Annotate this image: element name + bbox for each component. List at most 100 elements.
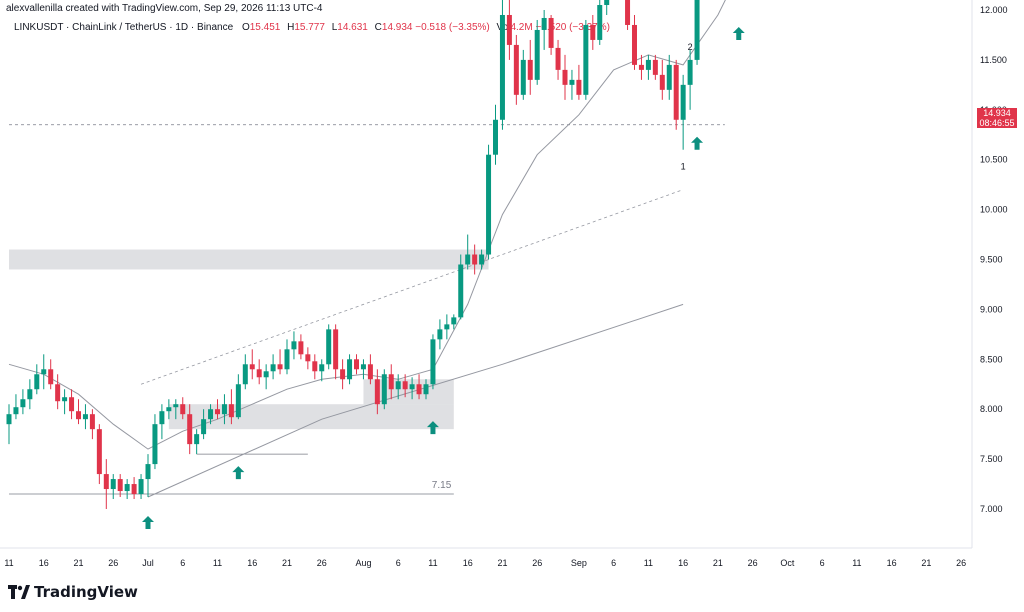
x-tick-label: 26	[317, 558, 327, 568]
candle-body	[395, 381, 401, 390]
candle-body	[360, 364, 366, 370]
candle-body	[569, 79, 575, 85]
candle-body	[34, 374, 40, 390]
candle-body	[284, 349, 290, 370]
x-tick-label: Jul	[142, 558, 154, 568]
x-tick-label: 16	[463, 558, 473, 568]
x-tick-label: 16	[678, 558, 688, 568]
y-tick-label: 12.000	[980, 5, 1008, 15]
x-tick-label: Oct	[780, 558, 795, 568]
x-tick-label: 6	[820, 558, 825, 568]
candle-body	[541, 17, 547, 30]
tradingview-logo-icon	[8, 585, 30, 599]
candle-body	[62, 397, 68, 402]
open-label: O	[241, 22, 250, 33]
candle-body	[632, 24, 637, 65]
candle-body	[381, 374, 387, 405]
candle-body	[270, 364, 276, 372]
candle-body	[333, 329, 339, 370]
x-tick-label: 21	[282, 558, 292, 568]
candle-body	[479, 254, 485, 265]
candle-body	[6, 414, 12, 425]
y-tick-label: 8.000	[980, 404, 1003, 414]
x-tick-label: 26	[532, 558, 542, 568]
candle-body	[590, 24, 596, 40]
low-value: 14.631	[337, 22, 368, 33]
x-tick-label: 21	[713, 558, 723, 568]
x-tick-label: Sep	[571, 558, 587, 568]
candle-body	[82, 414, 88, 420]
support-zone	[9, 249, 489, 270]
candle-body	[583, 24, 589, 95]
volume-value: 4.2M −0.520 (−3.37%)	[510, 22, 610, 33]
candle-body	[152, 424, 158, 465]
y-tick-label: 7.000	[980, 504, 1003, 514]
candle-body	[249, 364, 255, 370]
up-arrow-icon	[142, 515, 154, 529]
x-tick-label: Aug	[355, 558, 371, 568]
candle-body	[673, 64, 679, 120]
up-arrow-icon	[426, 421, 439, 435]
candle-body	[96, 429, 102, 475]
candle-body	[55, 384, 61, 402]
candle-body	[604, 0, 610, 6]
candle-body	[486, 154, 492, 255]
x-tick-label: 6	[396, 558, 401, 568]
candle-body	[374, 379, 380, 405]
candle-body	[562, 69, 568, 85]
candle-body	[194, 434, 200, 445]
candle-body	[687, 59, 693, 85]
candle-body	[645, 59, 651, 70]
candle-body	[666, 64, 672, 90]
candle-body	[76, 411, 81, 420]
candle-body	[458, 264, 464, 318]
wave-count-label: 2	[688, 42, 693, 52]
candle-body	[402, 381, 408, 390]
close-value: 14.934 −0.518 (−3.35%)	[381, 22, 490, 33]
y-tick-label: 8.500	[980, 354, 1003, 364]
candle-body	[638, 64, 644, 70]
y-tick-label: 10.500	[980, 155, 1008, 165]
y-tick-label: 10.000	[980, 205, 1008, 215]
candle-body	[13, 407, 19, 415]
candle-body	[520, 59, 526, 95]
candle-body	[305, 354, 311, 362]
y-tick-label: 7.500	[980, 454, 1003, 464]
candle-body	[652, 59, 658, 75]
x-tick-label: 16	[39, 558, 49, 568]
candle-body	[48, 369, 54, 385]
tradingview-logo[interactable]: TradingView	[8, 582, 138, 602]
up-arrow-icon	[732, 26, 745, 40]
candle-body	[298, 341, 304, 355]
x-tick-label: 11	[213, 558, 222, 568]
candle-body	[423, 384, 429, 395]
candle-body	[166, 407, 172, 412]
candle-body	[437, 329, 443, 340]
x-tick-label: 26	[956, 558, 966, 568]
candle-body	[659, 74, 665, 90]
candle-body	[117, 479, 123, 492]
x-tick-label: 16	[887, 558, 897, 568]
up-arrow-icon	[691, 136, 704, 150]
high-value: 15.777	[294, 22, 325, 33]
up-arrow-icon	[232, 466, 245, 480]
x-tick-label: 26	[108, 558, 118, 568]
candle-body	[680, 84, 686, 120]
candle-body	[354, 359, 359, 370]
y-tick-label: 9.500	[980, 255, 1003, 265]
candle-body	[180, 404, 186, 415]
candle-body	[312, 361, 318, 372]
candle-body	[27, 389, 33, 400]
candle-body	[145, 464, 151, 480]
candle-body	[499, 14, 505, 120]
candle-body	[367, 364, 373, 380]
candle-body	[20, 399, 26, 408]
candle-body	[131, 484, 137, 495]
candle-body	[576, 79, 582, 95]
candle-body	[263, 371, 269, 378]
close-label: C	[374, 22, 382, 33]
candle-body	[625, 0, 631, 25]
candle-body	[89, 414, 95, 430]
